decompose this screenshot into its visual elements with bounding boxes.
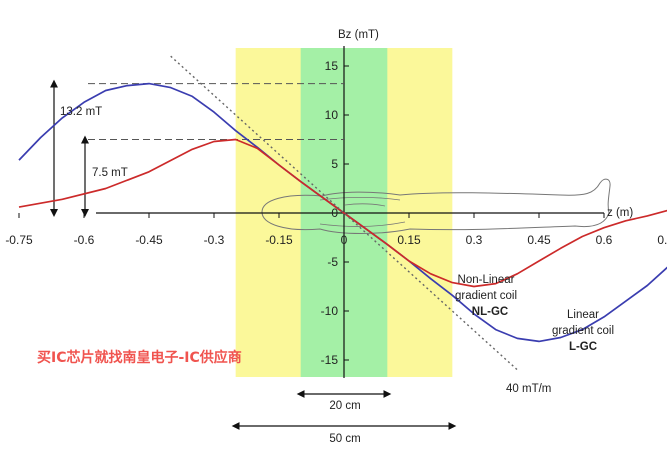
gradient-label: 40 mT/m (506, 383, 551, 395)
y-tick-label: -5 (327, 255, 338, 269)
l-label-line2: gradient coil (552, 325, 614, 337)
y-axis-label: Bz (mT) (338, 29, 379, 41)
l-label-line3: L-GC (569, 341, 597, 353)
x-tick-label: -0.3 (204, 233, 225, 247)
x-tick-label: -0.15 (265, 233, 293, 247)
x-tick-label: -0.75 (5, 233, 33, 247)
x-tick-label: 0 (341, 233, 348, 247)
peak-guides (50, 79, 345, 217)
watermark-text: 买IC芯片就找南皇电子-IC供应商 (37, 350, 242, 366)
nl-label-line1: Non-Linear (458, 274, 515, 286)
span-arrows (231, 390, 457, 430)
series-layer (18, 55, 667, 371)
l-label-line1: Linear (567, 309, 599, 321)
span-label-50cm: 50 cm (329, 433, 360, 445)
x-tick-label: 0.45 (527, 233, 551, 247)
x-tick-label: -0.6 (74, 233, 95, 247)
nl-label-line3: NL-GC (472, 306, 508, 318)
span-label-20cm: 20 cm (329, 400, 360, 412)
y-tick-label: 0 (331, 206, 338, 220)
y-tick-label: -15 (321, 353, 339, 367)
x-tick-label: 0.15 (397, 233, 421, 247)
axes: -0.75 -0.6 -0.45 -0.3 -0.15 0 0.15 0.3 0.45 0.6 0.… (5, 46, 667, 378)
series-line-1 (18, 138, 667, 288)
y-tick-label: -10 (321, 304, 339, 318)
peak-label-nlgc: 7.5 mT (92, 167, 128, 179)
x-tick-label: 0.6 (596, 233, 613, 247)
x-axis-label: z (m) (607, 207, 633, 219)
x-tick-label: -0.45 (135, 233, 163, 247)
body-silhouette (261, 178, 611, 234)
y-tick-label: 5 (331, 157, 338, 171)
y-tick-label: 15 (325, 59, 339, 73)
label-layer: Bz (mT) z (m) 13.2 mT 7.5 mT Non-Linear … (60, 29, 633, 445)
x-tick-label: 0.3 (466, 233, 483, 247)
peak-label-lgc: 13.2 mT (60, 106, 102, 118)
nl-label-line2: gradient coil (455, 290, 517, 302)
x-tick-label: 0.75 (657, 233, 667, 247)
y-tick-label: 10 (325, 108, 339, 122)
